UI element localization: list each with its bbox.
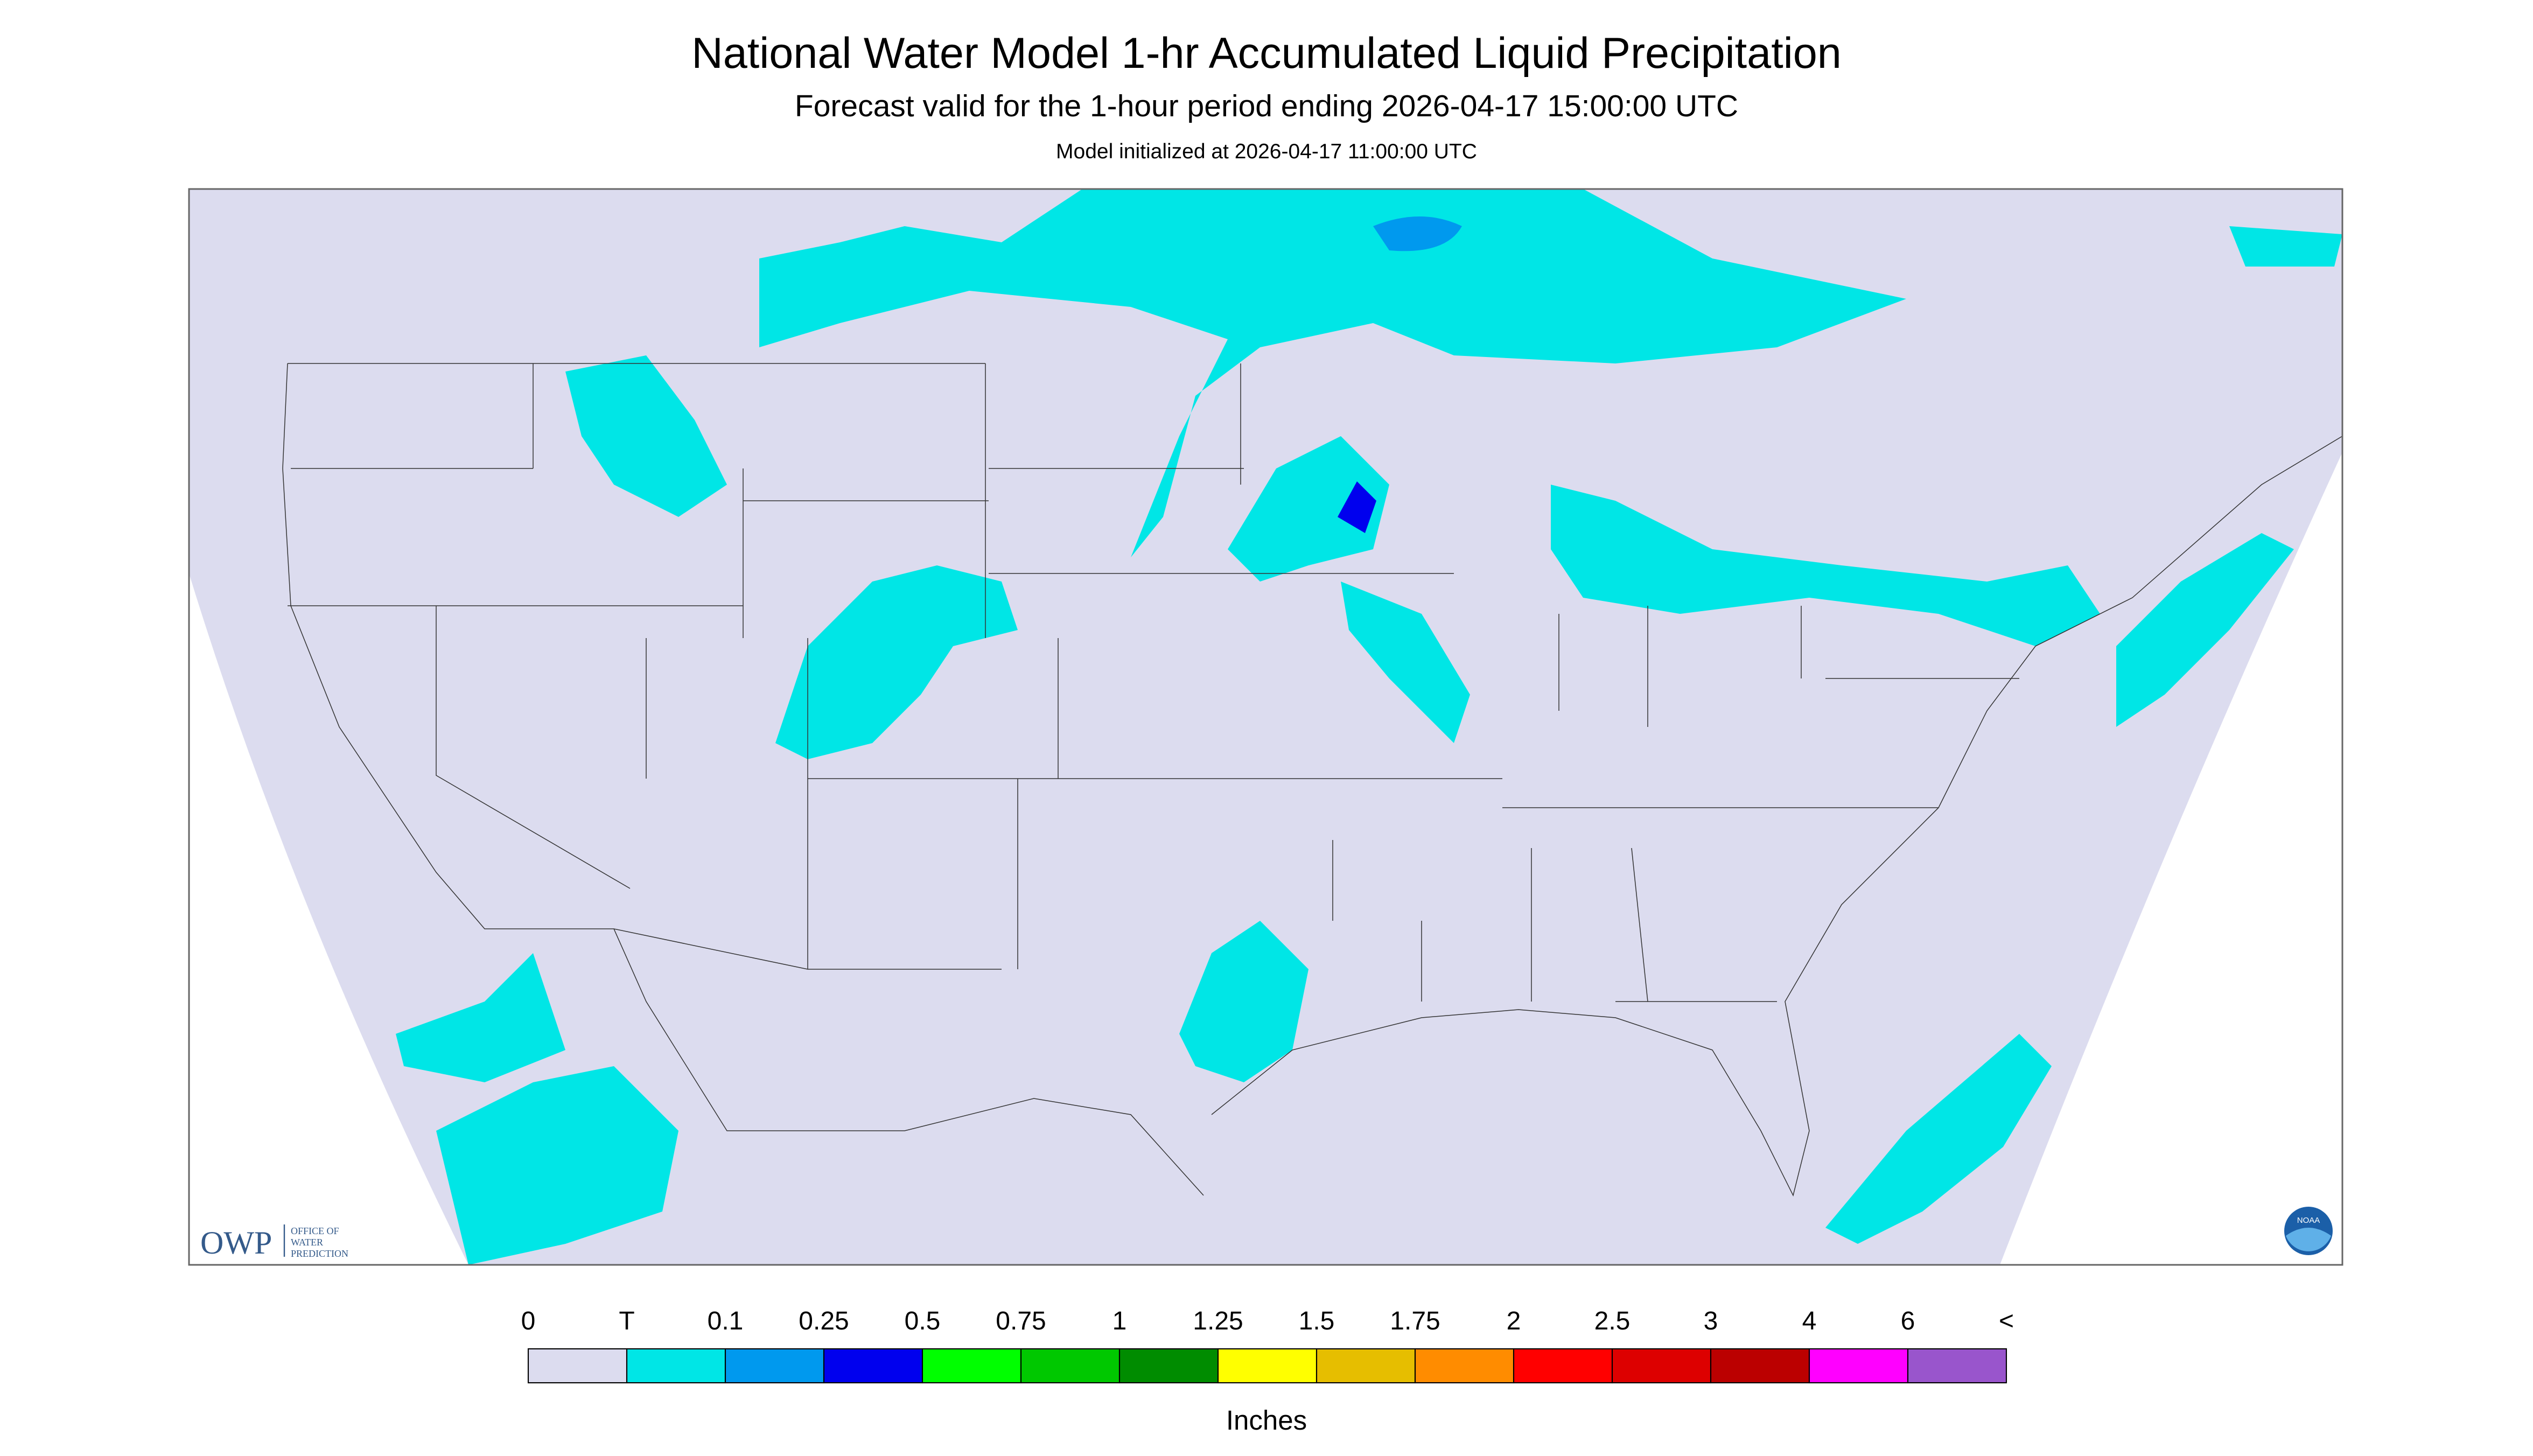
precip-area <box>565 355 727 517</box>
precip-area <box>1228 436 1389 582</box>
precip-area <box>1341 582 1470 744</box>
colorbar-swatch <box>527 1348 628 1384</box>
colorbar-swatch <box>1020 1348 1121 1384</box>
owp-text: PREDICTION <box>291 1248 348 1259</box>
colorbar-label: 0.5 <box>905 1307 941 1335</box>
colorbar-units: Inches <box>1226 1405 1307 1436</box>
colorbar-label: 2 <box>1507 1307 1521 1335</box>
precip-area <box>1551 485 2100 647</box>
colorbar-label: 0.75 <box>996 1307 1046 1335</box>
init-time: Model initialized at 2026-04-17 11:00:00… <box>1056 140 1477 163</box>
colorbar-swatch <box>1513 1348 1613 1384</box>
title: National Water Model 1-hr Accumulated Li… <box>691 29 1842 78</box>
map-frame <box>188 188 2343 1266</box>
precip-area <box>775 565 1018 760</box>
precip-area <box>2229 226 2342 267</box>
colorbar-swatch <box>1611 1348 1712 1384</box>
owp-logo: OWP <box>200 1225 272 1261</box>
subtitle: Forecast valid for the 1-hour period end… <box>795 89 1738 123</box>
precip-area <box>436 1066 678 1265</box>
colorbar-label: 0.25 <box>799 1307 849 1335</box>
owp-text: WATER <box>291 1237 323 1248</box>
colorbar-label: 0.1 <box>708 1307 744 1335</box>
colorbar-swatch <box>626 1348 726 1384</box>
precip-area <box>396 953 565 1083</box>
colorbar-label: 1 <box>1112 1307 1127 1335</box>
colorbar-swatch <box>724 1348 825 1384</box>
colorbar-swatch <box>823 1348 923 1384</box>
precip-area <box>1825 1034 2052 1244</box>
colorbar-swatch <box>1217 1348 1318 1384</box>
colorbar-label: 6 <box>1901 1307 1915 1335</box>
state-boundaries <box>282 363 2343 1197</box>
owp-text: OFFICE OF <box>291 1226 339 1236</box>
colorbar-label: < <box>1999 1307 2014 1335</box>
colorbar-swatch <box>1907 1348 2007 1384</box>
noaa-text: NOAA <box>2297 1216 2320 1225</box>
colorbar-swatch <box>1316 1348 1416 1384</box>
colorbar-swatch <box>921 1348 1022 1384</box>
colorbar-swatch <box>1414 1348 1515 1384</box>
colorbar-swatch <box>1808 1348 1909 1384</box>
map-area: OWP OFFICE OF WATER PREDICTION NOAA <box>188 188 2343 1266</box>
colorbar-label: 1.5 <box>1299 1307 1335 1335</box>
model-domain <box>189 189 2342 1265</box>
colorbar-label: 0 <box>521 1307 536 1335</box>
colorbar-label: 1.75 <box>1390 1307 1440 1335</box>
colorbar-label: T <box>619 1307 634 1335</box>
noaa-wave <box>2286 1228 2331 1251</box>
precip-area <box>2116 533 2294 727</box>
precip-area <box>1179 921 1309 1083</box>
colorbar: 0 T 0.1 0.25 0.5 0.75 1 1.25 1.5 1.75 2 2.5 3 4 6 < <box>521 1307 2014 1384</box>
precip-area-heaviest <box>1338 481 1376 534</box>
precip-area <box>759 189 1906 558</box>
colorbar-label: 1.25 <box>1193 1307 1243 1335</box>
colorbar-label: 2.5 <box>1594 1307 1631 1335</box>
colorbar-swatch <box>1710 1348 1810 1384</box>
colorbar-label: 4 <box>1802 1307 1817 1335</box>
colorbar-label: 3 <box>1704 1307 1718 1335</box>
colorbar-swatch <box>1118 1348 1219 1384</box>
precip-areas <box>396 189 2342 1265</box>
precip-area-heavy <box>1373 216 1462 251</box>
